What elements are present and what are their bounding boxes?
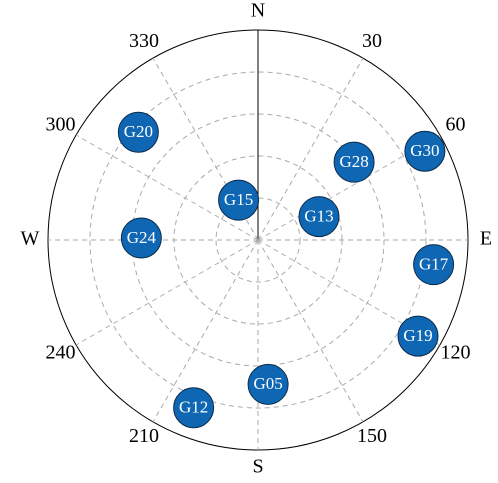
angle-label: 300 (46, 114, 76, 136)
satellite-label: G20 (124, 122, 153, 141)
angle-label: W (21, 228, 40, 250)
grid-ring (215, 197, 301, 283)
satellite-label: G30 (410, 141, 439, 160)
satellite (333, 141, 375, 183)
satellite-label: G13 (304, 206, 333, 225)
satellite-label: G28 (339, 152, 368, 171)
satellite (247, 363, 289, 405)
satellite-label: G19 (403, 326, 432, 345)
angle-label: 240 (46, 342, 76, 364)
angle-label: 30 (362, 30, 382, 52)
angle-label: 330 (129, 30, 159, 52)
grid-spoke (257, 239, 364, 423)
satellite (218, 179, 260, 221)
satellite (298, 196, 340, 238)
angle-label: S (252, 456, 263, 478)
satellite (404, 130, 446, 172)
grid-spoke (75, 239, 259, 346)
grid-spoke (75, 134, 259, 241)
satellite (117, 111, 159, 153)
grid-ring (89, 71, 427, 409)
grid-spoke (152, 239, 259, 423)
satellite (173, 387, 215, 429)
angle-label: 150 (357, 425, 387, 447)
satellite-label: G17 (419, 255, 449, 274)
satellite-label: G12 (179, 398, 208, 417)
satellite-label: G15 (224, 190, 253, 209)
angle-label: E (480, 228, 492, 250)
grid-spoke (257, 57, 364, 241)
satellite-label: G05 (253, 374, 282, 393)
satellite (397, 315, 439, 357)
satellite-label: G24 (127, 228, 157, 247)
angle-label: 210 (129, 425, 159, 447)
satellite (413, 244, 455, 286)
grid-spoke (152, 57, 259, 241)
angle-label: N (251, 0, 265, 22)
satellite (120, 217, 162, 259)
angle-label: 60 (445, 114, 465, 136)
angle-label: 120 (440, 342, 470, 364)
